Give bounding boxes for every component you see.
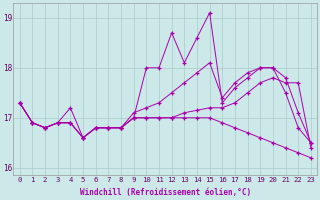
X-axis label: Windchill (Refroidissement éolien,°C): Windchill (Refroidissement éolien,°C)	[80, 188, 251, 197]
